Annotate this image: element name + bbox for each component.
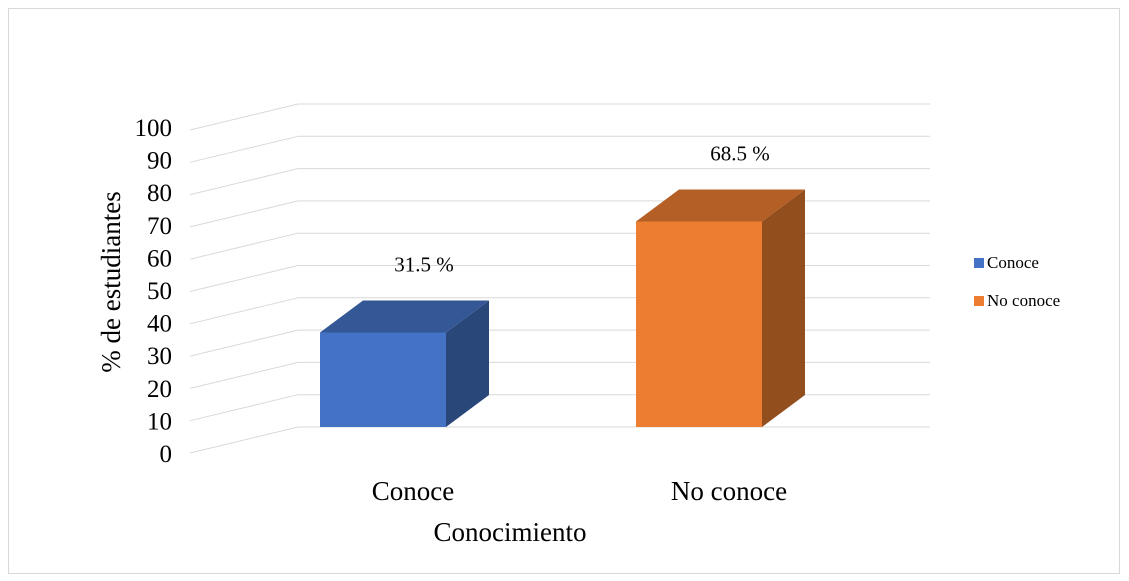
y-tick-label: 30: [147, 343, 172, 370]
legend-label: Conoce: [987, 253, 1039, 272]
data-label: 68.5 %: [710, 142, 770, 166]
x-axis-categories: Conoce No conoce: [372, 476, 787, 506]
gridline-side: [189, 297, 299, 325]
gridline-side: [189, 103, 299, 131]
y-tick-label: 20: [147, 376, 172, 403]
bar-side-face: [446, 300, 489, 427]
x-category-label: Conoce: [372, 476, 454, 506]
y-tick-label: 90: [147, 148, 172, 175]
gridline-side: [189, 168, 299, 196]
gridline-side: [189, 200, 299, 228]
y-tick-label: 60: [147, 245, 172, 272]
gridline-side: [189, 135, 299, 163]
bar-conoce: [320, 300, 489, 427]
legend-swatch: [974, 296, 984, 306]
bar-front-face: [636, 221, 762, 427]
bar-top-face: [636, 189, 805, 222]
gridline-side: [189, 361, 299, 389]
x-category-label: No conoce: [671, 476, 787, 506]
y-tick-label: 70: [147, 213, 172, 240]
legend: Conoce No conoce: [974, 253, 1060, 310]
bar-side-face: [762, 189, 805, 427]
y-tick-label: 10: [147, 408, 172, 435]
gridline-side: [189, 232, 299, 260]
gridline-side: [189, 426, 299, 454]
gridline-side: [189, 329, 299, 357]
bars: [320, 189, 805, 427]
y-axis-ticks: 0 10 20 30 40 50 60 70 80 90 100: [135, 115, 173, 468]
gridline-side: [189, 265, 299, 292]
legend-label: No conoce: [987, 291, 1060, 310]
bar-front-face: [320, 332, 446, 427]
data-labels: 31.5 % 68.5 %: [394, 142, 770, 277]
y-axis-title: % de estudiantes: [96, 191, 126, 372]
y-tick-label: 100: [135, 115, 173, 142]
gridline-side: [189, 394, 299, 422]
y-tick-label: 40: [147, 311, 172, 338]
legend-swatch: [974, 258, 984, 268]
y-tick-label: 0: [160, 441, 173, 468]
data-label: 31.5 %: [394, 253, 454, 277]
bar-top-face: [320, 300, 489, 333]
gridlines: [189, 103, 930, 454]
y-tick-label: 80: [147, 180, 172, 207]
y-tick-label: 50: [147, 278, 172, 305]
bar-no-conoce: [636, 189, 805, 427]
x-axis-title: Conocimiento: [434, 517, 587, 547]
